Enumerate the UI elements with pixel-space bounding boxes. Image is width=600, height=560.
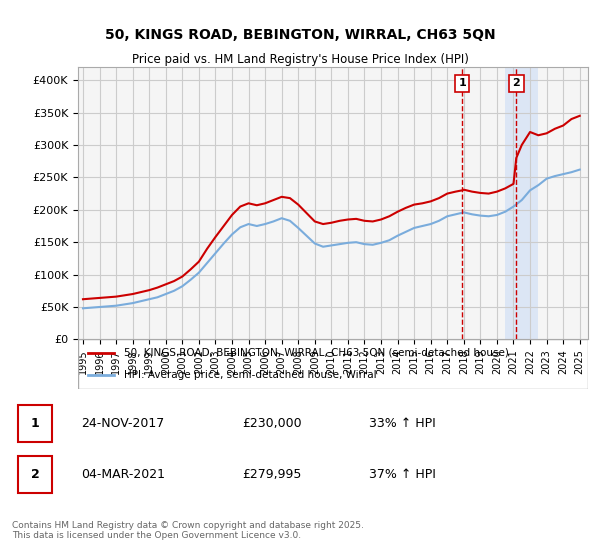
Text: £279,995: £279,995 (242, 468, 302, 481)
Text: 33% ↑ HPI: 33% ↑ HPI (369, 417, 436, 430)
Text: HPI: Average price, semi-detached house, Wirral: HPI: Average price, semi-detached house,… (124, 370, 377, 380)
Text: £230,000: £230,000 (242, 417, 302, 430)
FancyBboxPatch shape (18, 456, 52, 493)
Bar (505, 67, 538, 339)
Text: Contains HM Land Registry data © Crown copyright and database right 2025.
This d: Contains HM Land Registry data © Crown c… (12, 521, 364, 540)
Text: 24-NOV-2017: 24-NOV-2017 (81, 417, 164, 430)
Text: 1: 1 (31, 417, 40, 430)
Text: 2: 2 (31, 468, 40, 481)
Text: 37% ↑ HPI: 37% ↑ HPI (369, 468, 436, 481)
Text: 50, KINGS ROAD, BEBINGTON, WIRRAL, CH63 5QN: 50, KINGS ROAD, BEBINGTON, WIRRAL, CH63 … (104, 28, 496, 42)
Text: 1: 1 (458, 78, 466, 88)
FancyBboxPatch shape (18, 405, 52, 442)
Text: Price paid vs. HM Land Registry's House Price Index (HPI): Price paid vs. HM Land Registry's House … (131, 53, 469, 66)
Text: 50, KINGS ROAD, BEBINGTON, WIRRAL, CH63 5QN (semi-detached house): 50, KINGS ROAD, BEBINGTON, WIRRAL, CH63 … (124, 348, 509, 358)
Text: 2: 2 (512, 78, 520, 88)
Text: 04-MAR-2021: 04-MAR-2021 (81, 468, 165, 481)
